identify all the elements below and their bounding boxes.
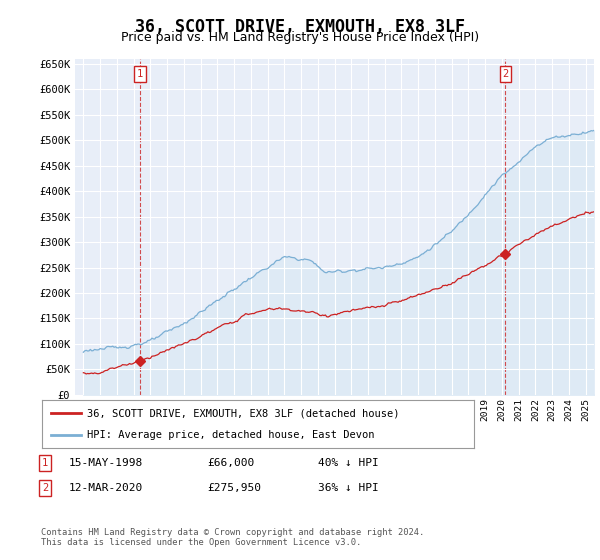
Text: 2: 2 xyxy=(42,483,48,493)
Text: 2: 2 xyxy=(502,69,508,79)
Text: Price paid vs. HM Land Registry's House Price Index (HPI): Price paid vs. HM Land Registry's House … xyxy=(121,31,479,44)
Text: 1: 1 xyxy=(137,69,143,79)
Text: £275,950: £275,950 xyxy=(207,483,261,493)
Text: 15-MAY-1998: 15-MAY-1998 xyxy=(69,458,143,468)
Text: Contains HM Land Registry data © Crown copyright and database right 2024.
This d: Contains HM Land Registry data © Crown c… xyxy=(41,528,424,548)
Text: 36, SCOTT DRIVE, EXMOUTH, EX8 3LF: 36, SCOTT DRIVE, EXMOUTH, EX8 3LF xyxy=(135,18,465,36)
Text: 36, SCOTT DRIVE, EXMOUTH, EX8 3LF (detached house): 36, SCOTT DRIVE, EXMOUTH, EX8 3LF (detac… xyxy=(88,408,400,418)
Text: 12-MAR-2020: 12-MAR-2020 xyxy=(69,483,143,493)
Text: 36% ↓ HPI: 36% ↓ HPI xyxy=(318,483,379,493)
Text: £66,000: £66,000 xyxy=(207,458,254,468)
Text: HPI: Average price, detached house, East Devon: HPI: Average price, detached house, East… xyxy=(88,430,375,440)
Text: 1: 1 xyxy=(42,458,48,468)
Text: 40% ↓ HPI: 40% ↓ HPI xyxy=(318,458,379,468)
